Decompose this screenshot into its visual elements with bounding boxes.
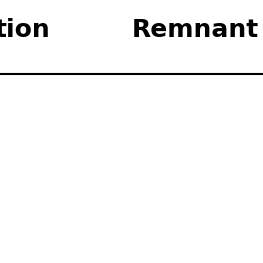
- Text: tion: tion: [0, 18, 50, 42]
- Text: Remnant: Remnant: [132, 18, 259, 42]
